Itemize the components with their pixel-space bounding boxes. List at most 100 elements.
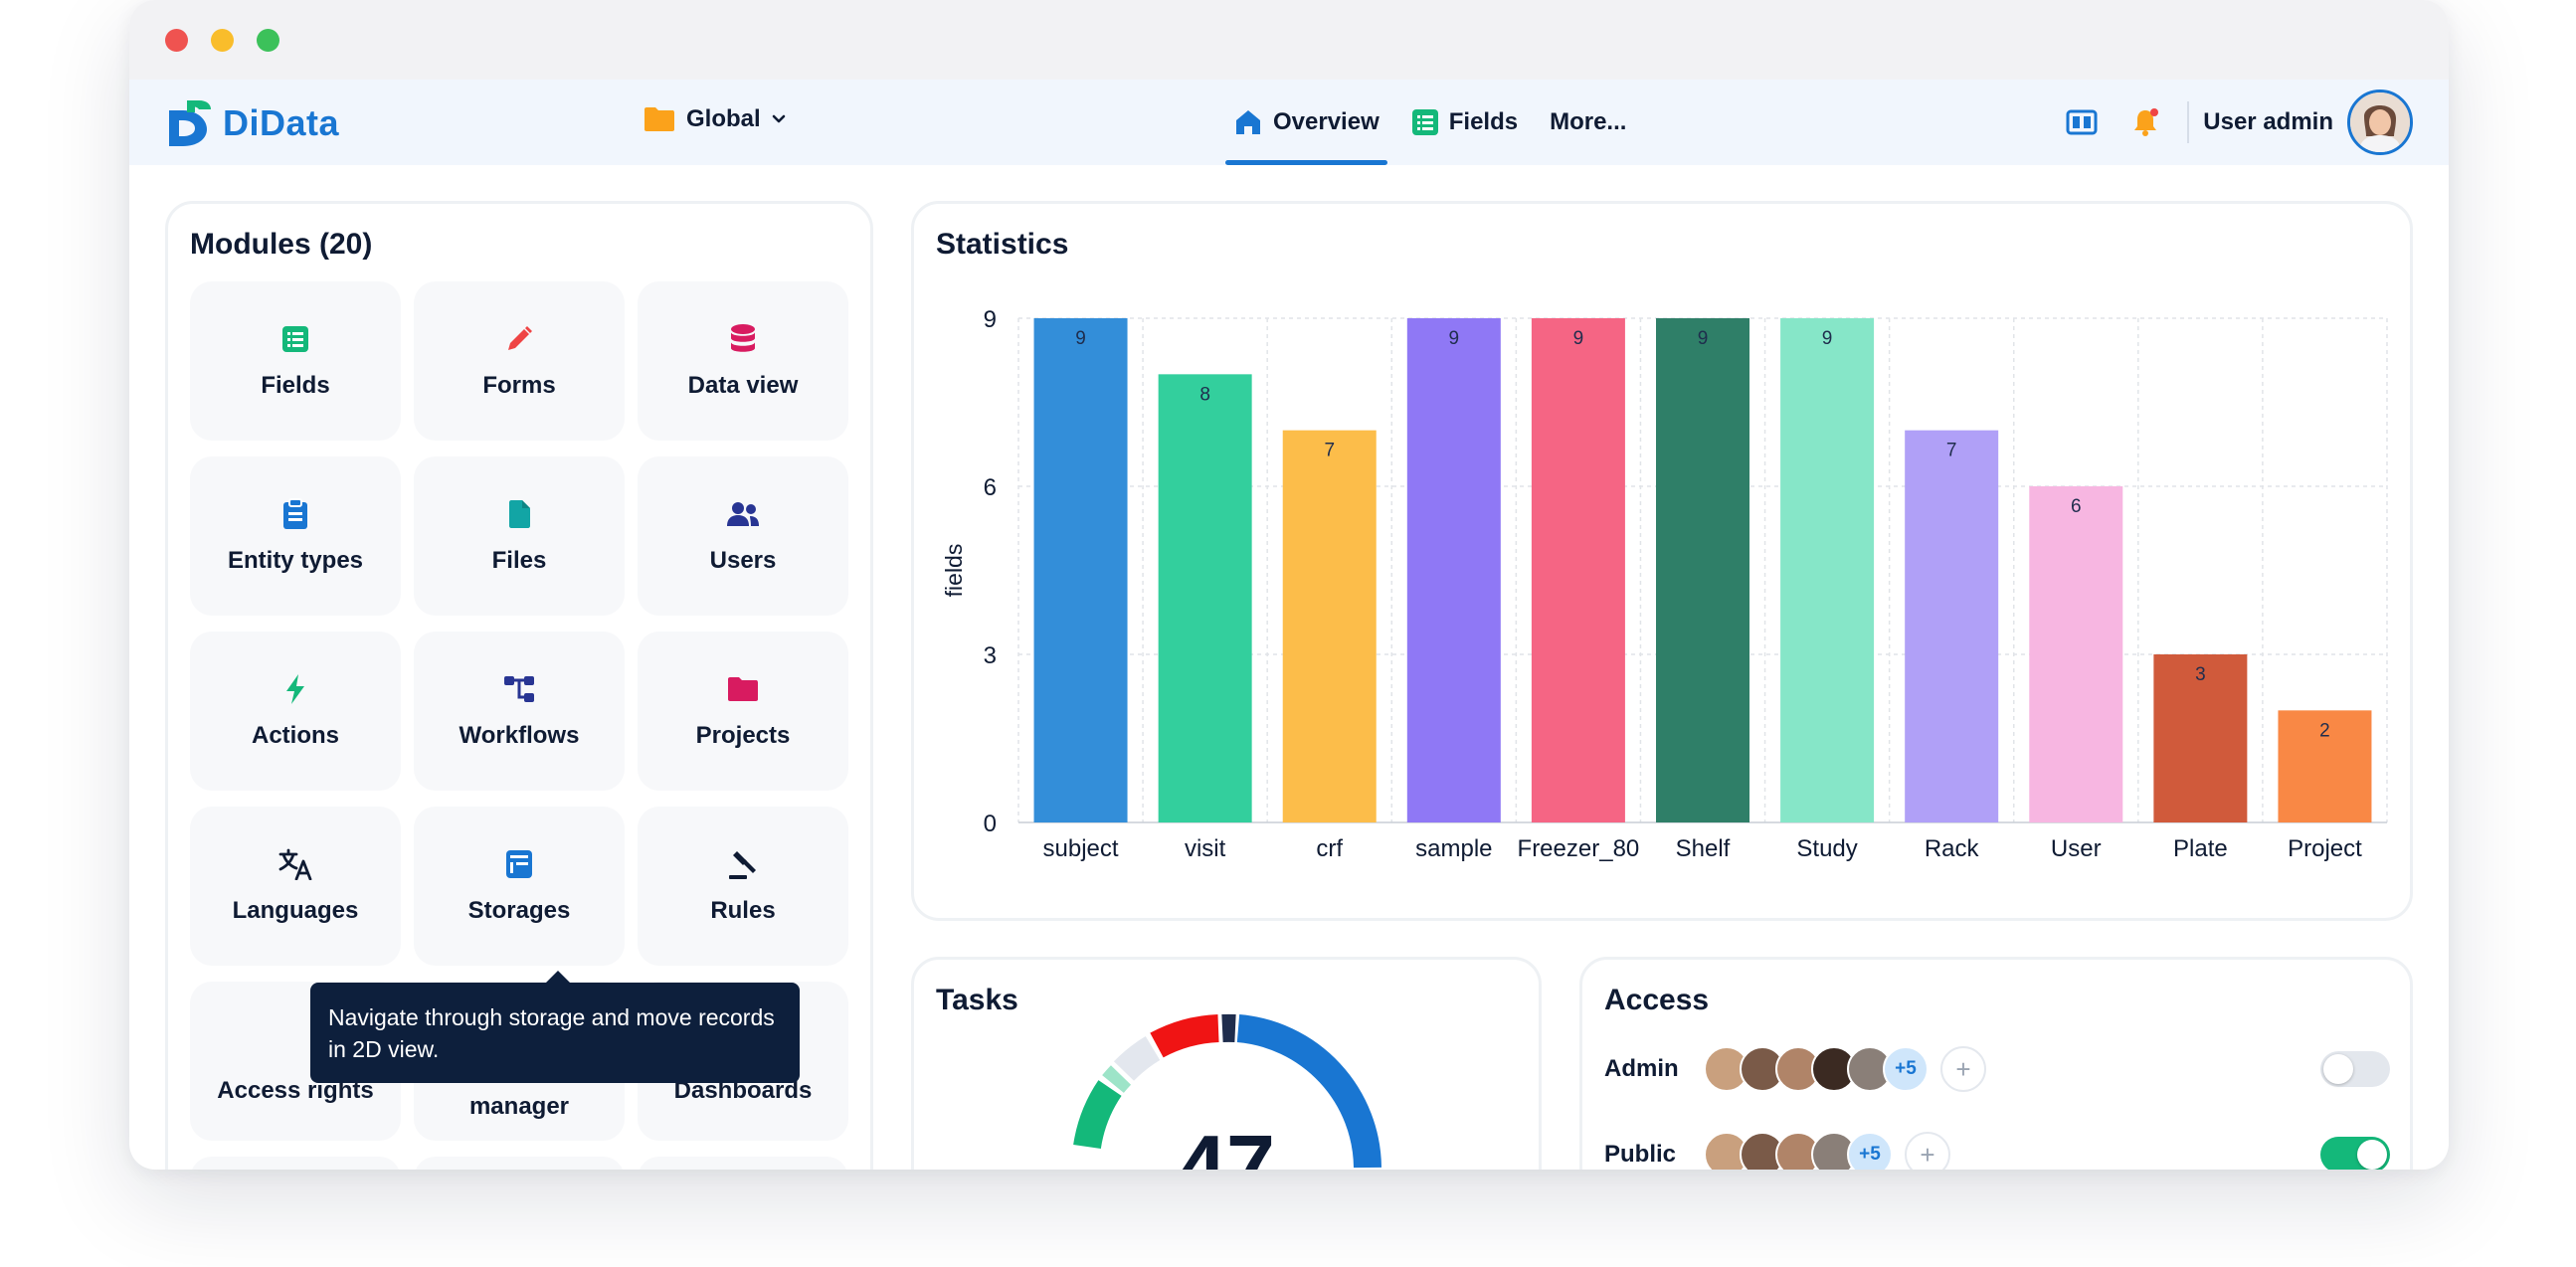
module-tile-hidden-1[interactable] [190,1157,401,1170]
x-tick-label: sample [1415,835,1492,862]
chevron-down-icon [772,114,785,123]
module-label: Storages [467,897,571,924]
app-logo[interactable]: DiData [165,97,339,149]
tasks-center-value: 47 [1178,1117,1275,1170]
app-header: DiData Global Overview [129,80,2449,165]
module-languages[interactable]: Languages [190,807,401,966]
clipboard-icon [283,498,307,529]
x-tick-label: Shelf [1676,835,1731,862]
module-label: Data view [687,372,799,399]
user-photo [2350,92,2410,152]
folder-icon [728,677,758,701]
donut-segment-lightgray [1113,1035,1161,1082]
bar-visit [1158,374,1252,822]
module-files[interactable]: Files [414,456,625,616]
add-member-button[interactable]: + [1905,1132,1950,1170]
database-icon [731,324,755,352]
module-storages[interactable]: Storages [414,807,625,966]
module-projects[interactable]: Projects [638,632,848,791]
modules-grid: Fields Forms Data view Entity types File… [190,281,848,1170]
donut-segment-mint [1102,1065,1132,1093]
bar-data-label: 9 [1698,328,1709,349]
logo-text-data: Data [260,102,340,143]
app-window: DiData Global Overview [129,0,2449,1170]
logo-wordmark: DiData [223,102,339,144]
module-fields[interactable]: Fields [190,281,401,441]
module-tile-hidden-3[interactable] [638,1157,848,1170]
user-name[interactable]: User admin [2203,108,2333,135]
more-avatars-badge[interactable]: +5 [1883,1046,1929,1092]
statistics-chart: 0 3 6 9 fields 9 subject 8 visit 7 crf 9 sample 9 Free… [941,306,2388,862]
access-card: Access Admin +5 + Public +5 [1579,957,2413,1170]
bar-sample [1406,318,1501,822]
module-actions[interactable]: Actions [190,632,401,791]
maximize-window-button[interactable] [257,29,279,52]
module-label: Files [491,547,547,574]
bar-data-label: 9 [1075,328,1086,349]
tab-more-label: More... [1550,108,1627,135]
gavel-icon [729,851,756,879]
layout-toggle-button[interactable] [2060,100,2104,144]
y-tick-label: 6 [984,474,997,501]
modules-title: Modules (20) [190,228,373,261]
y-tick-label: 3 [984,642,997,669]
module-data-view[interactable]: Data view [638,281,848,441]
module-entity-types[interactable]: Entity types [190,456,401,616]
header-actions: User admin [2060,88,2413,157]
public-avatars[interactable]: +5 [1704,1132,1893,1170]
donut-segment-green [1073,1080,1122,1150]
access-row-label: Public [1604,1141,1677,1168]
tab-more[interactable]: More... [1542,80,1634,165]
module-users[interactable]: Users [638,456,848,616]
home-icon [1236,110,1260,134]
module-forms[interactable]: Forms [414,281,625,441]
bar-crf [1282,430,1377,822]
logo-text-di: Di [223,102,260,143]
donut-segment-blue [1236,1014,1381,1169]
workspace-selector[interactable]: Global [643,105,787,133]
y-axis-label: fields [941,544,967,598]
x-tick-label: Freezer_80 [1518,835,1640,862]
close-window-button[interactable] [165,29,188,52]
more-avatars-badge[interactable]: +5 [1847,1132,1893,1170]
minimize-window-button[interactable] [211,29,234,52]
bar-data-label: 3 [2195,664,2206,685]
module-tile-hidden-2[interactable] [414,1157,625,1170]
notifications-button[interactable] [2123,100,2167,144]
storage-icon [506,850,532,878]
access-row-admin: Admin +5 + [1604,1041,2390,1097]
bar-data-label: 2 [2319,720,2330,741]
x-tick-label: Project [2288,835,2362,862]
public-access-toggle[interactable] [2320,1137,2390,1170]
x-tick-label: crf [1316,835,1343,862]
user-avatar[interactable] [2347,90,2413,155]
admin-avatars[interactable]: +5 [1704,1046,1929,1092]
x-tick-label: Rack [1925,835,1980,862]
x-tick-label: Plate [2173,835,2228,862]
bar-Shelf [1656,318,1749,822]
bar-data-label: 8 [1199,384,1210,405]
storages-tooltip: Navigate through storage and move record… [310,971,800,1083]
add-member-button[interactable]: + [1940,1046,1986,1092]
bar-Project [2278,710,2372,822]
tasks-card: Tasks 47 [911,957,1542,1170]
main-nav: Overview Fields More... [1225,80,1650,165]
module-label: Entity types [227,547,364,574]
users-icon [727,502,759,526]
module-workflows[interactable]: Workflows [414,632,625,791]
module-rules[interactable]: Rules [638,807,848,966]
x-tick-label: visit [1185,835,1226,862]
x-tick-label: User [2051,835,2102,862]
columns-icon [2066,109,2098,135]
module-label: Actions [251,722,339,749]
tab-fields[interactable]: Fields [1403,80,1526,165]
module-label: Workflows [459,722,580,749]
admin-access-toggle[interactable] [2320,1051,2390,1087]
tab-overview-label: Overview [1273,108,1380,135]
tab-overview[interactable]: Overview [1225,80,1387,165]
header-divider [2187,101,2190,143]
bar-Freezer_80 [1531,318,1625,822]
window-titlebar [129,0,2449,80]
module-label: Fields [261,372,330,399]
bolt-icon [286,674,304,704]
